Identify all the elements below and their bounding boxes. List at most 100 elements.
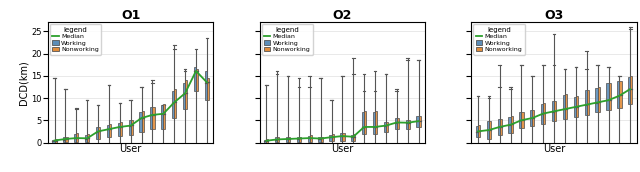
Bar bbox=[620, 81, 621, 108]
Bar bbox=[489, 121, 491, 139]
Bar bbox=[364, 111, 366, 134]
Bar bbox=[606, 83, 609, 110]
Bar bbox=[264, 140, 266, 143]
Bar bbox=[522, 112, 524, 128]
Bar bbox=[308, 136, 310, 142]
Bar bbox=[87, 134, 90, 142]
Legend: Median, Working, Nonworking: Median, Working, Nonworking bbox=[50, 24, 101, 55]
Bar bbox=[120, 122, 122, 136]
Bar bbox=[131, 120, 133, 135]
Bar bbox=[196, 69, 198, 92]
Bar bbox=[617, 81, 620, 108]
Bar bbox=[563, 95, 565, 119]
Bar bbox=[185, 80, 188, 109]
Bar bbox=[107, 125, 109, 137]
Bar bbox=[319, 137, 321, 142]
Bar bbox=[297, 137, 299, 142]
Bar bbox=[266, 139, 268, 143]
Bar bbox=[497, 119, 500, 135]
Bar bbox=[532, 110, 534, 126]
Bar bbox=[150, 107, 152, 129]
Bar bbox=[183, 83, 185, 109]
Bar bbox=[109, 125, 111, 137]
Bar bbox=[141, 111, 144, 132]
Bar bbox=[172, 92, 174, 118]
Bar bbox=[275, 137, 277, 142]
Bar bbox=[565, 94, 567, 119]
Bar bbox=[85, 135, 87, 142]
Bar bbox=[576, 96, 578, 117]
Bar bbox=[332, 134, 333, 141]
Legend: Median, Working, Nonworking: Median, Working, Nonworking bbox=[262, 24, 313, 55]
Bar bbox=[375, 111, 377, 134]
Bar bbox=[65, 137, 68, 142]
Bar bbox=[397, 118, 399, 129]
Bar bbox=[500, 119, 502, 135]
Bar bbox=[552, 101, 554, 121]
Title: O3: O3 bbox=[545, 9, 564, 22]
Bar bbox=[96, 127, 98, 139]
Bar bbox=[530, 110, 532, 126]
Bar bbox=[161, 105, 163, 129]
Bar bbox=[609, 83, 611, 110]
Bar bbox=[417, 116, 419, 127]
Bar bbox=[478, 125, 480, 137]
Bar bbox=[508, 117, 511, 132]
Bar bbox=[628, 77, 630, 104]
Bar bbox=[207, 78, 209, 100]
Bar bbox=[630, 76, 632, 104]
Bar bbox=[486, 121, 489, 139]
Bar bbox=[330, 135, 332, 141]
Bar bbox=[384, 122, 386, 132]
Bar bbox=[194, 67, 196, 92]
Bar bbox=[584, 90, 587, 115]
Bar bbox=[205, 71, 207, 100]
Bar bbox=[587, 90, 589, 115]
Title: O2: O2 bbox=[333, 9, 352, 22]
Bar bbox=[52, 140, 54, 143]
Bar bbox=[419, 116, 420, 127]
Bar bbox=[476, 126, 478, 137]
Bar bbox=[277, 137, 279, 142]
Bar bbox=[340, 133, 342, 141]
Bar bbox=[54, 139, 57, 143]
Bar bbox=[286, 137, 288, 142]
Bar bbox=[595, 88, 598, 112]
Bar bbox=[351, 135, 353, 141]
Legend: Median, Working, Nonworking: Median, Working, Nonworking bbox=[474, 24, 525, 55]
Bar bbox=[543, 103, 545, 124]
Bar bbox=[118, 123, 120, 136]
Bar bbox=[76, 133, 79, 142]
Bar bbox=[373, 112, 375, 134]
Bar bbox=[519, 112, 522, 128]
Title: O1: O1 bbox=[121, 9, 140, 22]
Bar bbox=[310, 135, 312, 142]
Bar bbox=[395, 118, 397, 129]
Bar bbox=[511, 116, 513, 132]
Bar bbox=[362, 112, 364, 134]
Bar bbox=[174, 89, 177, 118]
Bar bbox=[554, 101, 556, 121]
Bar bbox=[129, 120, 131, 135]
Bar bbox=[406, 120, 408, 129]
Bar bbox=[321, 137, 323, 142]
Bar bbox=[299, 137, 301, 142]
Bar bbox=[342, 132, 344, 141]
Bar bbox=[74, 134, 76, 142]
Bar bbox=[408, 120, 410, 129]
Bar bbox=[598, 88, 600, 112]
Bar bbox=[163, 104, 166, 129]
X-axis label: User: User bbox=[543, 144, 565, 154]
Bar bbox=[353, 134, 355, 141]
Bar bbox=[140, 112, 141, 132]
Bar bbox=[541, 104, 543, 124]
Bar bbox=[152, 107, 155, 129]
Bar bbox=[288, 137, 290, 142]
Bar bbox=[573, 97, 576, 117]
Y-axis label: DCD(km): DCD(km) bbox=[19, 60, 28, 105]
Bar bbox=[386, 122, 388, 132]
X-axis label: User: User bbox=[120, 144, 142, 154]
X-axis label: User: User bbox=[332, 144, 353, 154]
Bar bbox=[98, 127, 100, 139]
Bar bbox=[63, 137, 65, 142]
